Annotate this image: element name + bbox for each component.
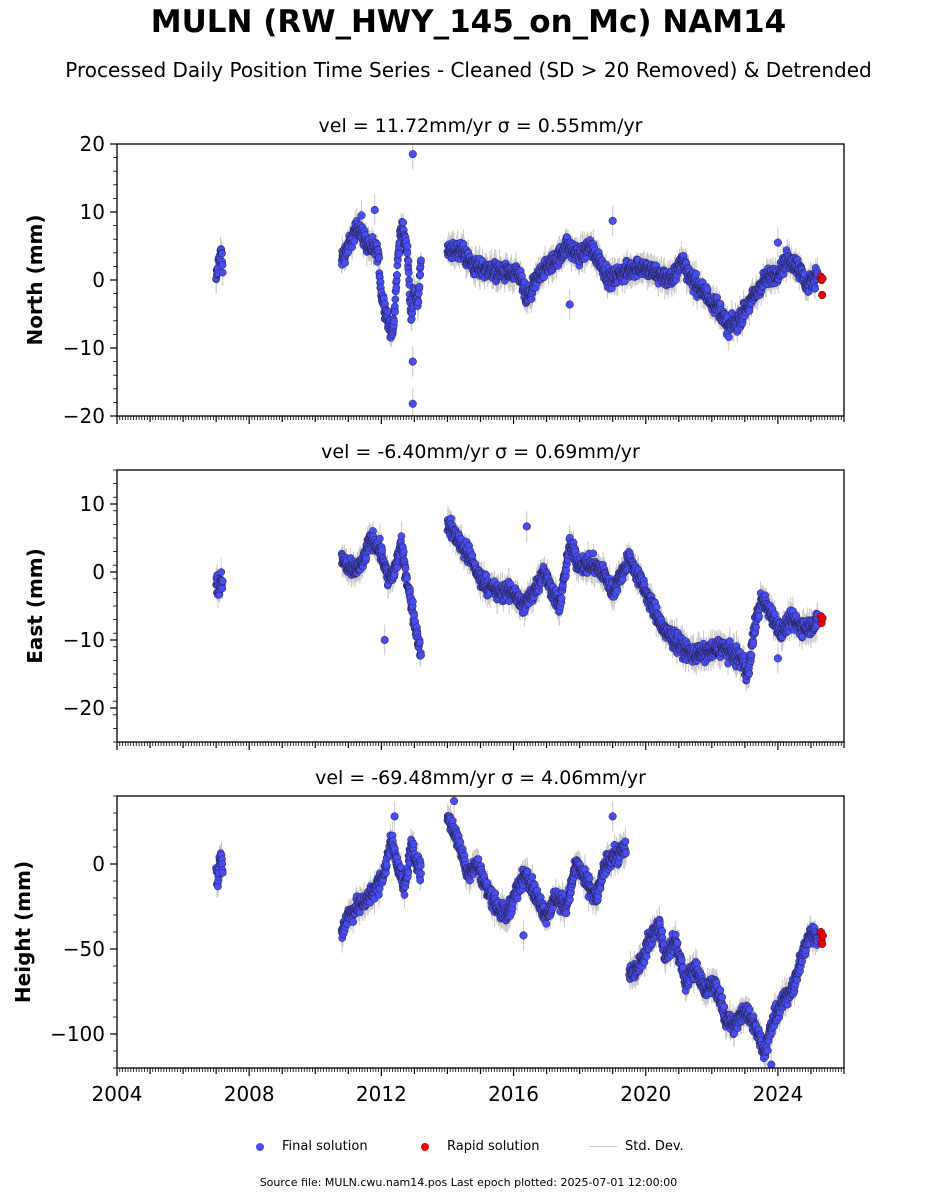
final-point [357, 211, 366, 220]
final-point [218, 268, 227, 277]
final-point [724, 333, 733, 342]
final-point [403, 242, 412, 250]
panel-north: 20 10 0 −10 −20 vel = 11.72mm/yr σ = 0.55mm/y… [23, 115, 845, 428]
final-point [404, 257, 413, 265]
data-layer [212, 144, 827, 416]
final-point [392, 283, 401, 292]
data-layer [212, 505, 827, 692]
y-tick-label: 10 [80, 200, 105, 224]
final-point [390, 317, 398, 326]
final-point [393, 271, 401, 279]
final-point [341, 259, 349, 267]
final-point [811, 284, 819, 293]
rapid-point [818, 290, 827, 300]
chart-title: MULN (RW_HWY_145_on_Mc) NAM14 [150, 4, 787, 40]
final-point [565, 300, 574, 309]
y-axis-label: North (mm) [23, 214, 47, 345]
final-point [408, 399, 417, 408]
final-point [408, 150, 417, 159]
final-point [414, 298, 423, 306]
chart-subtitle: Processed Daily Position Time Series - C… [65, 58, 872, 82]
y-tick-label: 20 [80, 132, 105, 156]
final-points [212, 150, 822, 408]
final-point [218, 249, 226, 258]
panel-title: vel = 11.72mm/yr σ = 0.55mm/yr [319, 115, 643, 137]
final-point [391, 307, 399, 316]
final-point [703, 285, 712, 294]
final-point [218, 261, 227, 269]
y-tick-label: 0 [92, 268, 105, 292]
final-point [404, 268, 413, 277]
final-point [415, 282, 424, 291]
y-tick-label: −20 [63, 404, 105, 428]
final-point [350, 237, 359, 246]
final-point [375, 254, 383, 262]
final-point [391, 295, 400, 304]
plot-frame [116, 143, 845, 417]
final-point [399, 218, 408, 227]
rapid-point [818, 274, 827, 283]
final-point [408, 357, 417, 366]
final-point [381, 299, 389, 308]
final-point [403, 249, 412, 258]
final-point [395, 250, 404, 258]
final-point [608, 216, 617, 225]
final-point [370, 205, 379, 215]
final-point [417, 256, 425, 265]
final-point [716, 299, 725, 308]
final-point [416, 270, 425, 279]
final-point [692, 269, 700, 278]
final-point [745, 306, 754, 315]
final-point [773, 238, 782, 247]
y-tick-label: −10 [63, 336, 105, 360]
